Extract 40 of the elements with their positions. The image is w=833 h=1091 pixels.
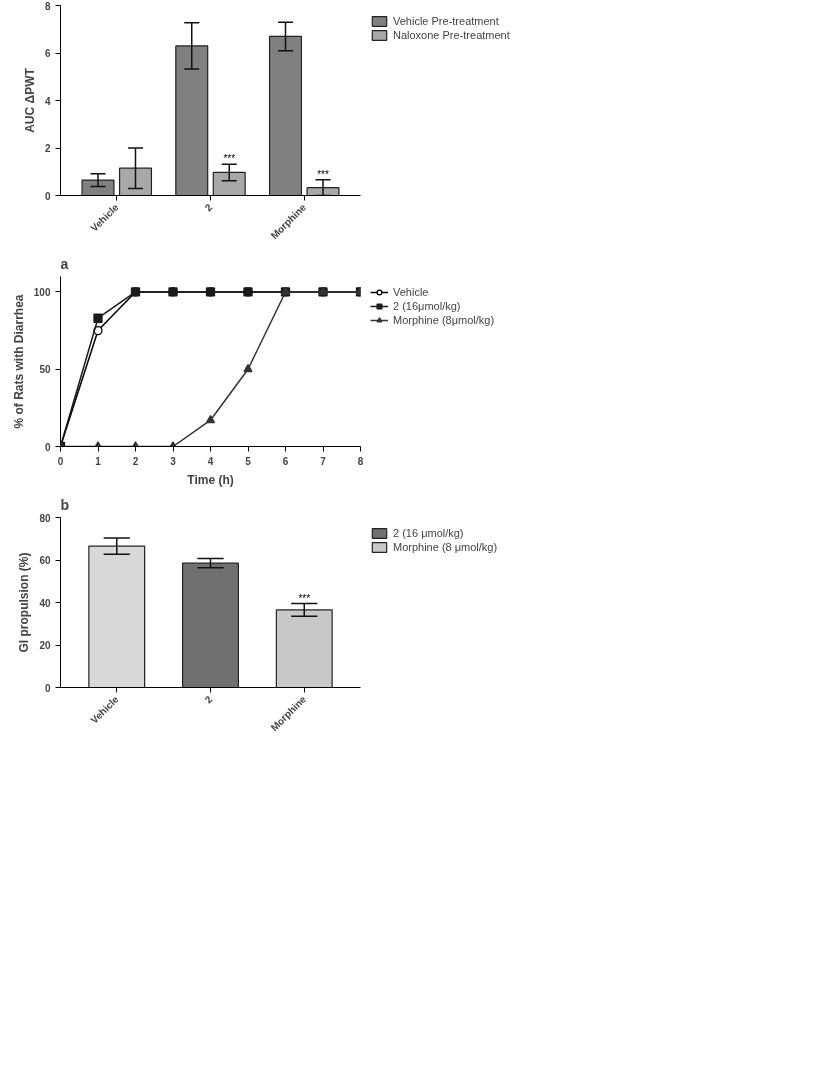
y-axis-title: % of Rats with Diarrhea bbox=[11, 294, 26, 429]
y-tick-label: 80 bbox=[39, 512, 51, 524]
y-tick-label: 50 bbox=[39, 364, 51, 376]
x-tick-label: 1 bbox=[95, 455, 102, 467]
y-tick-label: 0 bbox=[44, 190, 51, 202]
legend-label: Vehicle Pre-treatment bbox=[393, 15, 499, 27]
legend-label: 2 (16 μmol/kg) bbox=[393, 527, 464, 539]
y-tick-label: 60 bbox=[39, 555, 51, 566]
x-tick-label: 5 bbox=[245, 455, 252, 467]
y-tick-label: 4 bbox=[44, 95, 51, 107]
x-tick-label: 0 bbox=[57, 455, 64, 467]
y-tick-label: 100 bbox=[33, 286, 51, 298]
x-tick-label: 2 bbox=[132, 455, 139, 467]
y-tick-label: 40 bbox=[39, 597, 51, 609]
x-tick-label: 7 bbox=[320, 455, 327, 467]
y-tick-label: 0 bbox=[44, 682, 51, 694]
legend-label: 2 (16μmol/kg) bbox=[393, 300, 461, 312]
x-tick-label: 4 bbox=[207, 455, 214, 467]
legend-label: Morphine (8μmol/kg) bbox=[393, 314, 495, 326]
chart-title: b bbox=[60, 496, 70, 513]
y-tick-label: 20 bbox=[39, 640, 51, 651]
y-axis-title: AUC ΔPWT bbox=[22, 67, 37, 133]
x-tick-label: 2 bbox=[202, 693, 215, 706]
y-tick-label: 2 bbox=[44, 143, 51, 154]
chart-title: a bbox=[60, 255, 69, 272]
annotation: *** bbox=[223, 153, 236, 165]
x-axis-title: Time (h) bbox=[187, 472, 234, 487]
legend-label: Morphine (8 μmol/kg) bbox=[393, 541, 498, 553]
y-axis-title: GI propulsion (%) bbox=[17, 552, 32, 653]
annotation: *** bbox=[317, 168, 329, 180]
x-tick-label: 8 bbox=[357, 455, 364, 467]
x-tick-label: 3 bbox=[170, 455, 177, 467]
x-tick-label: 2 bbox=[202, 201, 215, 214]
legend-label: Naloxone Pre-treatment bbox=[393, 29, 510, 41]
x-tick-label: 6 bbox=[282, 455, 289, 467]
y-tick-label: 6 bbox=[44, 48, 51, 59]
y-tick-label: 0 bbox=[44, 441, 51, 453]
legend-label: Vehicle bbox=[393, 286, 429, 298]
annotation: *** bbox=[298, 592, 311, 604]
y-tick-label: 8 bbox=[44, 0, 51, 12]
